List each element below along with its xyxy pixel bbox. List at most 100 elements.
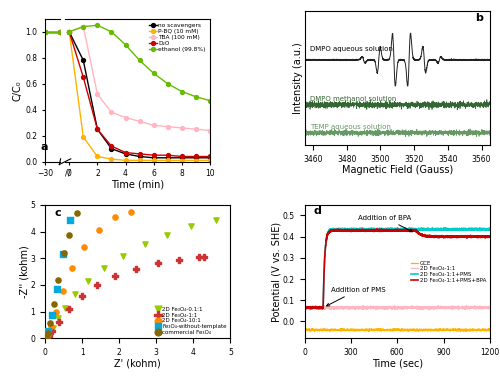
X-axis label: Z' (kohm): Z' (kohm)	[114, 358, 161, 368]
ethanol (99.8%)	[122, 42, 128, 47]
2D Fe₃O₄-1:1	[112, 273, 120, 279]
2D Fe₃O₄-1:1+PMS	[487, 227, 493, 232]
2D Fe₃O₄-1:1	[464, 305, 469, 310]
D₂O	[165, 153, 171, 158]
2D Fe₃O₄-1:1+PMS+BPA	[484, 235, 490, 239]
ethanol (99.8%)	[80, 24, 86, 29]
2D Fe₃O₄-0.1:1	[42, 335, 50, 341]
2D Fe₃O₄-1:1	[195, 255, 203, 261]
2D Fe₃O₄-1:1	[55, 319, 63, 325]
2D Fe₃O₄-10:1	[52, 309, 60, 315]
Text: a: a	[40, 142, 48, 152]
2D Fe₃O₄-1:1+PMS+BPA	[464, 235, 469, 239]
2D Fe₃O₄-10:1	[95, 227, 103, 233]
2D Fe₃O₄-1:1+PMS	[302, 305, 308, 310]
P-BQ (10 mM)	[136, 158, 142, 163]
Text: Addition of PMS: Addition of PMS	[326, 287, 386, 306]
D₂O	[108, 144, 114, 149]
Fe₃O₄-without-template	[42, 334, 50, 340]
2D Fe₃O₄-1:1+PMS	[334, 227, 340, 231]
2D Fe₃O₄-1:1+PMS+BPA	[373, 228, 379, 232]
ethanol (99.8%)	[193, 94, 199, 99]
Line: D₂O: D₂O	[68, 30, 212, 158]
Y-axis label: Intensity (a.u.): Intensity (a.u.)	[293, 42, 303, 114]
2D Fe₃O₄-0.1:1	[62, 305, 70, 311]
TBA (100 mM)	[165, 124, 171, 129]
commercial Fe₃O₄	[46, 320, 54, 326]
commercial Fe₃O₄	[44, 331, 52, 337]
no scavengers	[108, 146, 114, 151]
2D Fe₃O₄-0.1:1	[141, 241, 149, 247]
TBA (100 mM)	[136, 119, 142, 124]
commercial Fe₃O₄	[66, 232, 74, 238]
commercial Fe₃O₄	[42, 334, 50, 340]
Fe₃O₄-without-template	[59, 251, 67, 257]
ethanol (99.8%)	[207, 99, 213, 103]
X-axis label: Time (sec): Time (sec)	[372, 358, 423, 368]
X-axis label: Magnetic Field (Gauss): Magnetic Field (Gauss)	[342, 165, 453, 175]
no scavengers	[80, 58, 86, 63]
2D Fe₃O₄-1:1+PMS+BPA	[334, 227, 340, 231]
commercial Fe₃O₄	[50, 301, 58, 307]
D₂O	[150, 153, 156, 158]
GCE	[487, 327, 493, 332]
2D Fe₃O₄-1:1	[44, 333, 52, 339]
2D Fe₃O₄-1:1	[42, 335, 50, 341]
2D Fe₃O₄-10:1	[127, 209, 135, 215]
GCE	[484, 328, 490, 332]
no scavengers	[207, 156, 213, 160]
GCE	[334, 327, 340, 332]
Y-axis label: C/C₀: C/C₀	[12, 80, 22, 100]
commercial Fe₃O₄	[73, 211, 81, 217]
2D Fe₃O₄-0.1:1	[164, 232, 172, 238]
2D Fe₃O₄-1:1+PMS+BPA	[323, 242, 329, 247]
no scavengers	[179, 156, 185, 160]
ethanol (99.8%)	[150, 71, 156, 76]
P-BQ (10 mM)	[80, 135, 86, 139]
TBA (100 mM)	[122, 115, 128, 120]
2D Fe₃O₄-0.1:1	[54, 315, 62, 321]
ethanol (99.8%)	[94, 23, 100, 27]
D₂O	[207, 154, 213, 159]
2D Fe₃O₄-1:1	[200, 254, 208, 260]
2D Fe₃O₄-0.1:1	[188, 223, 196, 229]
Legend: 2D Fe₃O₄-0.1:1, 2D Fe₃O₄-1:1, 2D Fe₃O₄-10:1, Fe₃O₄-without-template, commercial : 2D Fe₃O₄-0.1:1, 2D Fe₃O₄-1:1, 2D Fe₃O₄-1…	[155, 306, 228, 336]
2D Fe₃O₄-10:1	[110, 214, 118, 220]
no scavengers	[66, 30, 72, 34]
P-BQ (10 mM)	[150, 158, 156, 163]
GCE	[464, 327, 469, 332]
2D Fe₃O₄-0.1:1	[46, 330, 54, 336]
2D Fe₃O₄-1:1	[65, 306, 73, 312]
P-BQ (10 mM)	[108, 157, 114, 161]
2D Fe₃O₄-0.1:1	[72, 291, 80, 297]
Legend: GCE, 2D Fe₃O₄-1:1, 2D Fe₃O₄-1:1+PMS, 2D Fe₃O₄-1:1+PMS+BPA: GCE, 2D Fe₃O₄-1:1, 2D Fe₃O₄-1:1+PMS, 2D …	[410, 259, 487, 284]
D₂O	[193, 154, 199, 159]
2D Fe₃O₄-1:1	[154, 260, 162, 266]
GCE	[381, 328, 387, 333]
2D Fe₃O₄-1:1+PMS+BPA	[487, 234, 493, 239]
ethanol (99.8%)	[165, 82, 171, 86]
2D Fe₃O₄-10:1	[48, 323, 56, 329]
TBA (100 mM)	[108, 110, 114, 115]
2D Fe₃O₄-1:1+PMS	[442, 226, 448, 230]
2D Fe₃O₄-1:1	[78, 293, 86, 299]
ethanol (99.8%)	[66, 30, 72, 34]
2D Fe₃O₄-10:1	[42, 335, 50, 341]
2D Fe₃O₄-1:1+PMS	[464, 227, 469, 232]
TBA (100 mM)	[179, 126, 185, 130]
2D Fe₃O₄-10:1	[44, 331, 52, 337]
TBA (100 mM)	[207, 128, 213, 133]
2D Fe₃O₄-1:1+PMS	[381, 227, 387, 231]
2D Fe₃O₄-10:1	[80, 244, 88, 250]
P-BQ (10 mM)	[207, 158, 213, 163]
2D Fe₃O₄-1:1+PMS	[484, 227, 490, 232]
no scavengers	[193, 156, 199, 160]
Fe₃O₄-without-template	[66, 217, 74, 223]
2D Fe₃O₄-1:1	[302, 305, 308, 310]
2D Fe₃O₄-1:1+PMS+BPA	[308, 307, 314, 311]
P-BQ (10 mM)	[193, 158, 199, 163]
Line: 2D Fe₃O₄-1:1+PMS: 2D Fe₃O₄-1:1+PMS	[304, 228, 490, 309]
2D Fe₃O₄-1:1	[372, 307, 378, 311]
Text: //: //	[64, 168, 70, 177]
Line: 2D Fe₃O₄-1:1+PMS+BPA: 2D Fe₃O₄-1:1+PMS+BPA	[304, 229, 490, 309]
